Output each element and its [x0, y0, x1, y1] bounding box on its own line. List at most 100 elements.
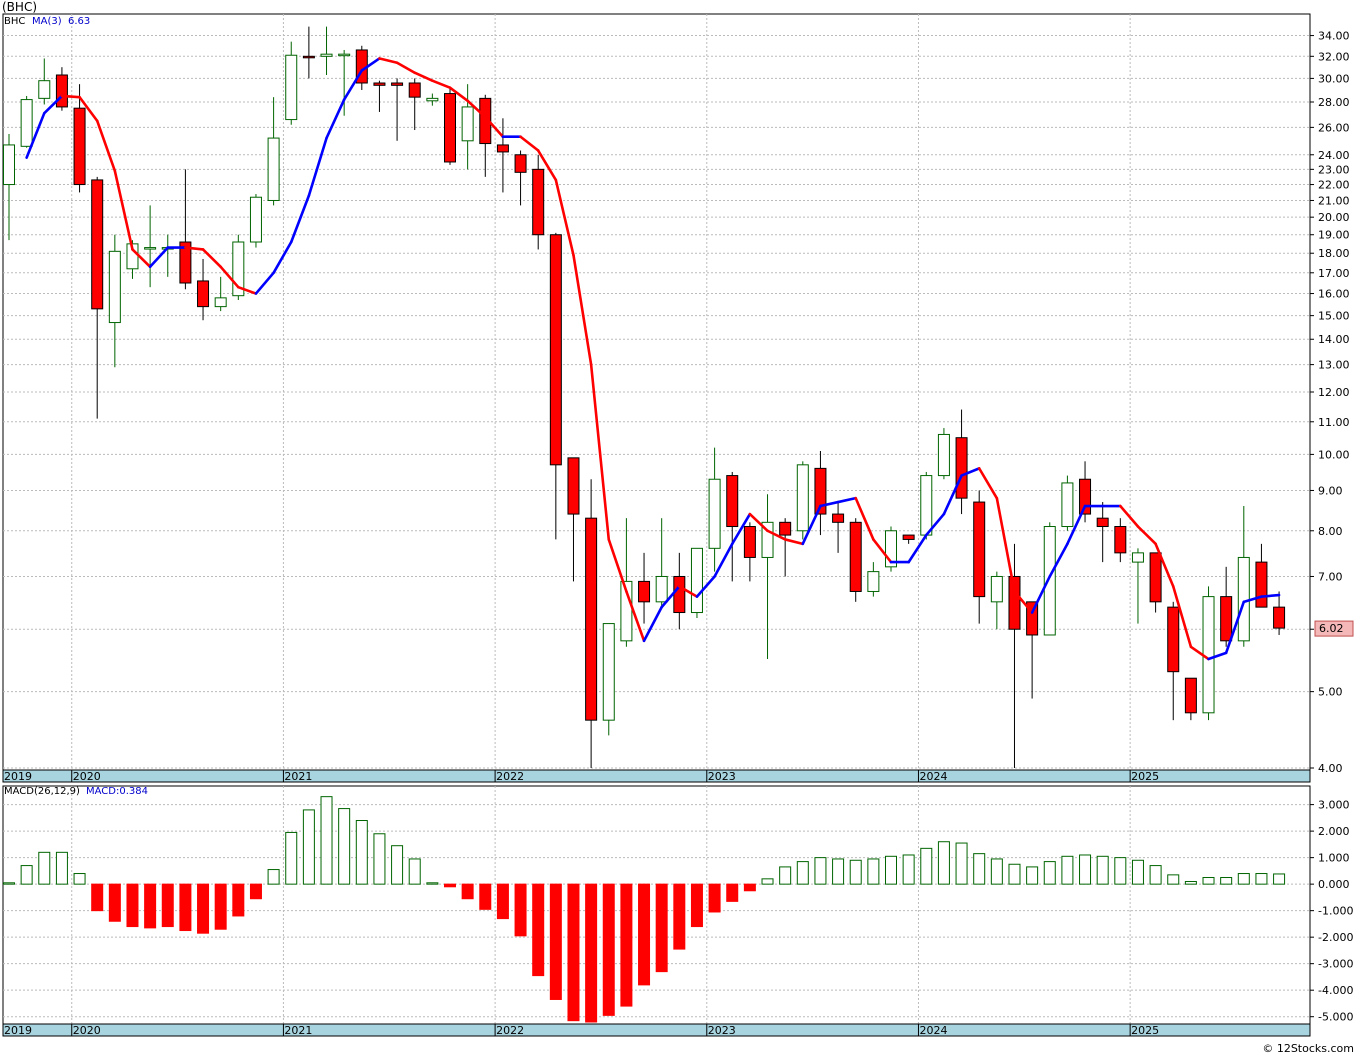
- price-tick-label: 10.00: [1318, 448, 1350, 461]
- candle: [567, 457, 580, 582]
- candle: [338, 49, 351, 116]
- macd-bar: [179, 883, 192, 932]
- ma3-segment: [819, 500, 840, 508]
- macd-bar: [1131, 859, 1144, 885]
- candle: [638, 552, 651, 624]
- candle-body: [232, 241, 245, 297]
- macd-tick-label: 3.000: [1318, 799, 1350, 812]
- ma3-segment: [907, 533, 928, 564]
- candle: [479, 94, 492, 177]
- ma3-segment: [78, 95, 99, 123]
- candle: [267, 97, 280, 206]
- price-tick-label: 24.00: [1318, 149, 1350, 162]
- price-tick-label: 16.00: [1318, 288, 1350, 301]
- candle-body: [461, 106, 474, 142]
- ma3-segment: [713, 542, 734, 578]
- macd-bar: [1184, 880, 1197, 885]
- macd-bar: [567, 883, 580, 1022]
- ma3-segment: [95, 119, 117, 173]
- x-tick-label: 2020: [73, 770, 101, 783]
- macd-bar: [144, 883, 157, 929]
- macd-bar: [726, 883, 739, 902]
- ma3-segment: [1224, 600, 1246, 655]
- macd-bar: [461, 883, 474, 900]
- macd-bar: [1202, 877, 1215, 885]
- price-tick-label: 28.00: [1318, 96, 1350, 109]
- candle: [620, 518, 633, 647]
- candle: [990, 571, 1003, 630]
- price-tick-label: 9.00: [1318, 484, 1343, 497]
- macd-bar: [55, 851, 68, 885]
- candle-body: [1079, 478, 1092, 515]
- ma3-segment: [483, 115, 505, 139]
- candle: [1114, 518, 1127, 563]
- candle-body: [408, 82, 421, 98]
- macd-bar: [902, 854, 915, 885]
- ma3-segment: [536, 149, 558, 182]
- macd-bar: [91, 883, 104, 912]
- macd-bar: [514, 883, 527, 937]
- candle: [1273, 591, 1286, 635]
- candle: [496, 118, 509, 193]
- x-tick-label: 2021: [284, 1024, 312, 1037]
- ma3-segment: [201, 248, 222, 269]
- candle: [20, 95, 33, 148]
- x-tick-label: 2024: [919, 770, 947, 783]
- x-tick-label: 2024: [919, 1024, 947, 1037]
- macd-bar: [426, 882, 439, 885]
- macd-bar: [1043, 861, 1056, 885]
- macd-bar: [1149, 865, 1162, 885]
- macd-bar: [249, 883, 262, 900]
- ma3-segment: [572, 253, 593, 366]
- x-tick-label: 2025: [1131, 770, 1159, 783]
- macd-bar: [867, 858, 880, 885]
- candle-body: [514, 154, 527, 173]
- candle: [91, 176, 104, 419]
- candle: [232, 234, 245, 301]
- price-tick-label: 12.00: [1318, 386, 1350, 399]
- price-tick-label: 20.00: [1318, 211, 1350, 224]
- candle-body: [38, 80, 51, 99]
- candle: [1079, 461, 1092, 523]
- macd-bar: [285, 831, 298, 885]
- candle: [38, 58, 51, 105]
- candle: [73, 84, 86, 193]
- ma3-segment: [131, 248, 152, 269]
- ma3-segment: [307, 136, 328, 197]
- macd-bar: [320, 796, 333, 885]
- macd-bar: [161, 883, 174, 928]
- candle-body: [391, 82, 404, 86]
- candle-body: [620, 580, 633, 642]
- price-tick-label: 30.00: [1318, 72, 1350, 85]
- ma3-segment: [184, 246, 205, 251]
- macd-bar: [990, 858, 1003, 885]
- macd-bar: [532, 883, 545, 977]
- ma3-segment: [254, 271, 275, 295]
- candle: [602, 623, 615, 736]
- candle-body: [1008, 575, 1021, 630]
- ma3-segment: [607, 538, 628, 593]
- legend-macd-value: MACD:0.384: [86, 786, 148, 797]
- candle-body: [814, 467, 827, 515]
- candle-body: [1149, 552, 1162, 603]
- macd-bar: [496, 883, 509, 920]
- candle-body: [214, 297, 227, 308]
- candle-body: [743, 526, 756, 558]
- macd-bar: [708, 883, 721, 913]
- candle: [3, 134, 15, 241]
- candle: [285, 41, 298, 125]
- price-tick-label: 5.00: [1318, 686, 1343, 699]
- macd-x-axis-band: [2, 1023, 1311, 1037]
- macd-bar: [673, 883, 686, 950]
- ma3-segment: [766, 529, 787, 541]
- macd-bar: [232, 883, 245, 917]
- ma3-segment: [1260, 593, 1281, 598]
- candle-body: [302, 55, 315, 59]
- candle-body: [1131, 552, 1144, 563]
- candle-body: [885, 530, 897, 568]
- candle: [214, 276, 227, 312]
- macd-bar: [814, 857, 827, 885]
- price-tick-label: 22.00: [1318, 179, 1350, 192]
- price-tick-label: 34.00: [1318, 30, 1350, 43]
- candle-body: [267, 137, 280, 201]
